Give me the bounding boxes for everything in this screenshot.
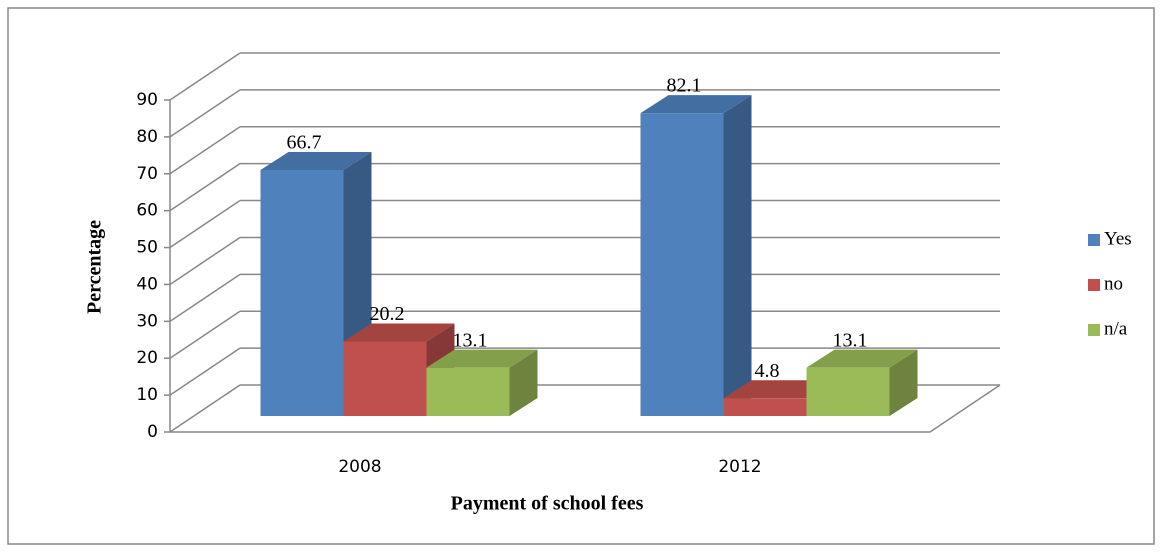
value-label: 20.2 xyxy=(370,303,405,325)
value-label: 13.1 xyxy=(833,329,868,351)
grid-line xyxy=(169,89,241,138)
legend-swatch xyxy=(1088,279,1100,291)
value-label: 82.1 xyxy=(667,75,702,97)
grid-line xyxy=(169,163,241,212)
bar-front xyxy=(806,367,890,416)
grid-line xyxy=(169,199,241,249)
y-tick-label: 0 xyxy=(147,422,158,442)
y-axis-title: Percentage xyxy=(84,220,106,314)
bar-front xyxy=(260,169,344,416)
x-tick-label: 2008 xyxy=(338,457,381,477)
bar-side xyxy=(723,95,752,417)
y-tick-label: 80 xyxy=(136,127,158,147)
value-label: 66.7 xyxy=(287,132,322,154)
bar-front xyxy=(426,367,510,416)
bar xyxy=(640,95,752,417)
legend-swatch xyxy=(1088,324,1100,336)
bar-top xyxy=(260,151,372,170)
grid-line xyxy=(169,347,241,396)
legend-swatch xyxy=(1088,234,1100,246)
y-tick-label: 50 xyxy=(136,238,158,258)
x-tick-label: 2012 xyxy=(718,457,761,477)
grid-line xyxy=(169,384,241,433)
y-tick-label: 30 xyxy=(136,311,158,331)
bar xyxy=(426,349,538,416)
bar-top xyxy=(806,349,918,368)
legend-label: no xyxy=(1104,273,1123,294)
value-label: 13.1 xyxy=(453,329,488,351)
bar-top xyxy=(343,323,455,342)
grid-line xyxy=(169,236,241,286)
y-tick-label: 70 xyxy=(136,164,158,184)
grid-line xyxy=(169,273,241,322)
bar-top xyxy=(640,95,752,114)
chart-frame xyxy=(7,7,1155,545)
legend-label: Yes xyxy=(1104,228,1132,249)
legend-label: n/a xyxy=(1104,318,1128,339)
y-tick-label: 40 xyxy=(136,274,158,294)
floor xyxy=(170,384,1001,433)
bar-front xyxy=(343,341,427,416)
bar-front xyxy=(723,398,807,416)
value-label: 4.8 xyxy=(755,360,780,382)
bar-top xyxy=(426,349,538,368)
grid-line xyxy=(169,52,241,101)
bar xyxy=(806,349,918,416)
y-tick-label: 90 xyxy=(136,90,158,110)
y-tick-label: 60 xyxy=(136,201,158,221)
x-axis-title: Payment of school fees xyxy=(451,493,644,515)
grid-line xyxy=(169,126,241,175)
bar-side xyxy=(889,349,918,416)
bar-side xyxy=(509,349,538,416)
grid-line xyxy=(169,310,241,359)
y-tick-label: 10 xyxy=(136,385,158,405)
y-tick-label: 20 xyxy=(136,348,158,368)
bar-front xyxy=(640,113,724,417)
